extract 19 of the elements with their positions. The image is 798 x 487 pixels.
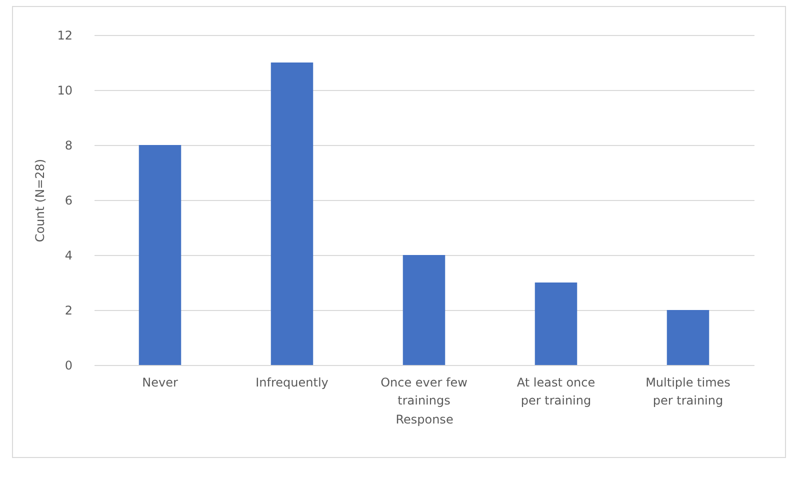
x-tick-label: Never — [142, 376, 178, 390]
y-tick-label: 0 — [64, 358, 72, 372]
x-tick-label: At least once per training — [516, 376, 596, 408]
y-axis-title: Count (N=28) — [33, 158, 48, 242]
bar — [534, 282, 578, 365]
y-tick-label: 2 — [64, 304, 72, 318]
bar — [138, 145, 182, 365]
x-tick-label: Infrequently — [256, 376, 328, 390]
x-tick-label: Once ever few trainings — [380, 376, 468, 408]
bar — [666, 310, 710, 365]
bar — [270, 62, 314, 365]
y-tick-label: 10 — [57, 84, 72, 98]
y-tick-label: 8 — [64, 138, 72, 152]
bar — [402, 255, 446, 365]
y-tick-label: 6 — [64, 194, 72, 208]
x-axis-title: Response — [396, 412, 454, 426]
x-tick-label: Multiple times per training — [646, 376, 730, 408]
y-tick-label: 12 — [57, 28, 72, 42]
y-tick-label: 4 — [64, 248, 72, 262]
